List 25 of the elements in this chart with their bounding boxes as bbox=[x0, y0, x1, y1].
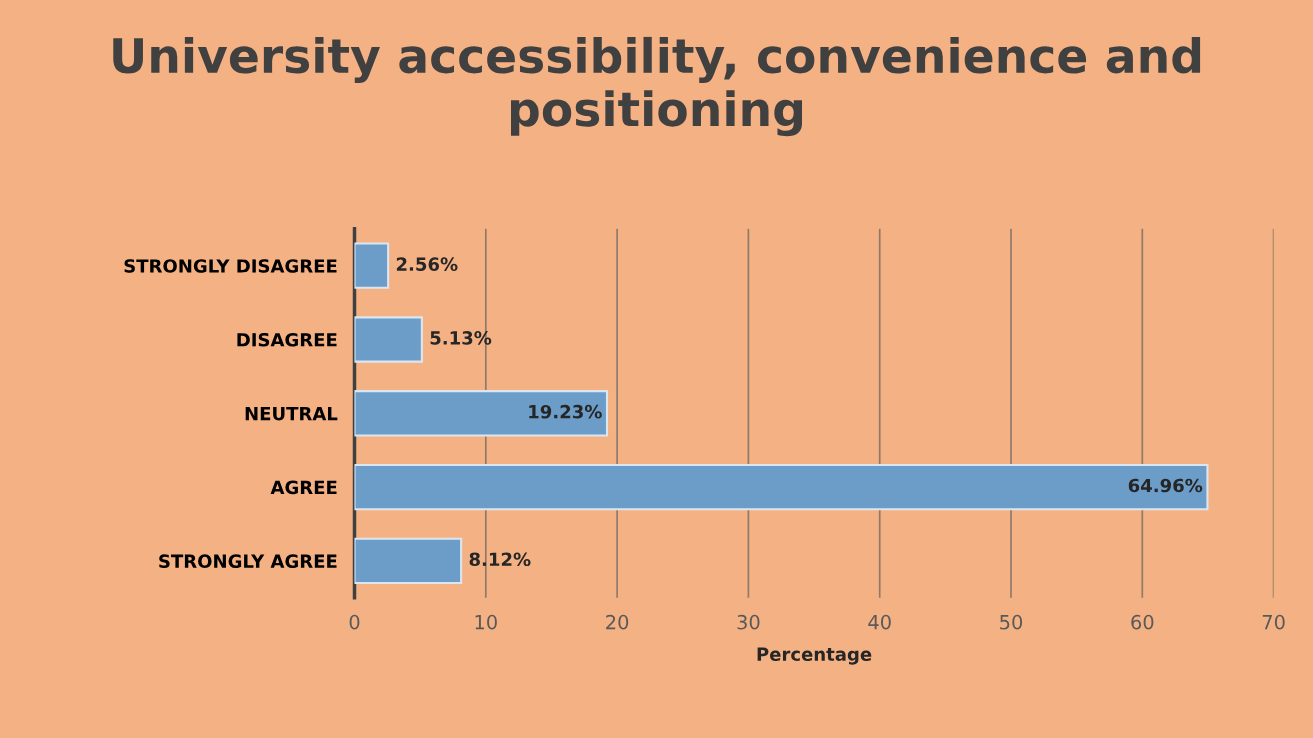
data-label: 5.13% bbox=[430, 331, 492, 345]
data-label: 8.12% bbox=[469, 552, 531, 567]
y-tick-label: STRONGLY DISAGREE bbox=[124, 259, 337, 273]
data-label: 19.23% bbox=[529, 404, 602, 419]
chart-title: University accessibility, convenience and positioning bbox=[113, 36, 1201, 137]
x-tick-label: 50 bbox=[1000, 614, 1023, 630]
x-tick-label: 60 bbox=[1131, 614, 1154, 630]
bar bbox=[354, 242, 390, 289]
y-tick-label: DISAGREE bbox=[237, 332, 337, 347]
y-tick-label: NEUTRAL bbox=[245, 406, 338, 421]
bar bbox=[354, 316, 423, 363]
bar bbox=[354, 537, 463, 585]
bar bbox=[354, 463, 1209, 511]
x-tick-label: 70 bbox=[1262, 614, 1285, 630]
x-tick-label: 30 bbox=[737, 614, 760, 630]
data-label: 64.96% bbox=[1128, 478, 1203, 493]
y-tick-label: STRONGLY AGREE bbox=[159, 554, 337, 568]
x-tick-label: 10 bbox=[475, 614, 497, 630]
y-tick-label: AGREE bbox=[270, 480, 337, 495]
x-tick-label: 40 bbox=[868, 614, 891, 630]
x-tick-label: 20 bbox=[606, 614, 629, 630]
x-axis-title: Percentage bbox=[757, 647, 872, 665]
x-tick-label: 0 bbox=[349, 614, 360, 630]
bar bbox=[354, 390, 609, 437]
data-label: 2.56% bbox=[396, 257, 458, 271]
